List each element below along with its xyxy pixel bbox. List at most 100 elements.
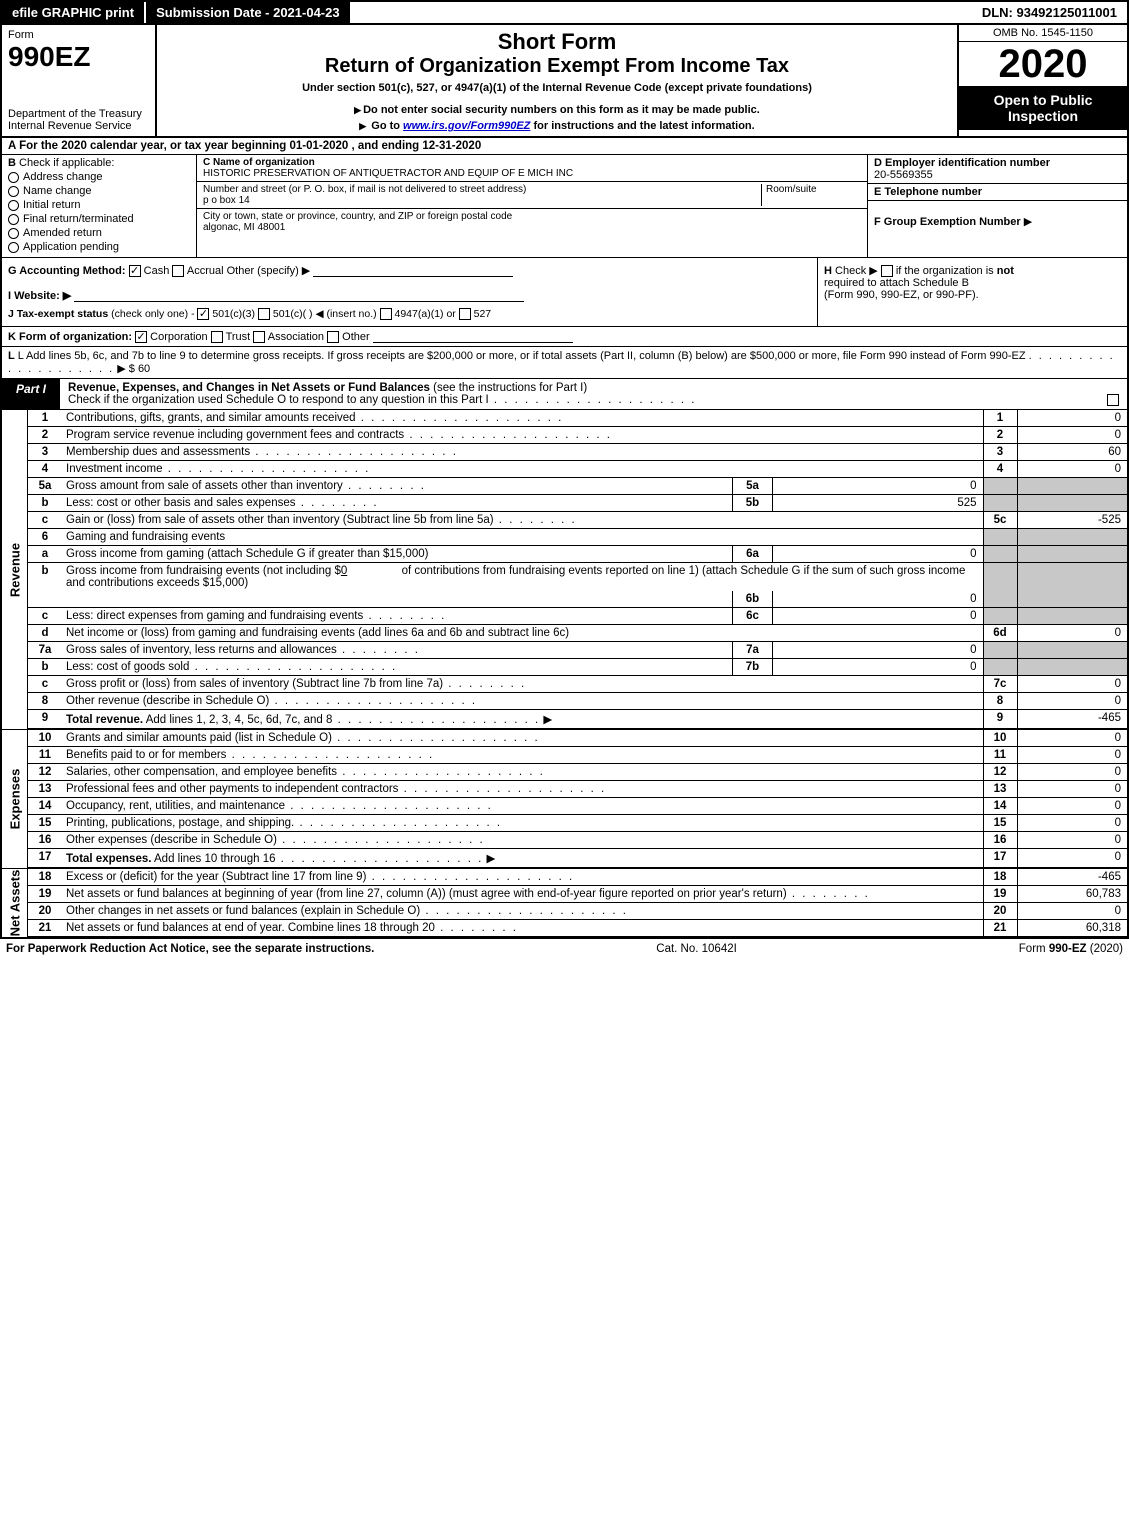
line-15-value: 0 (1017, 815, 1127, 832)
line-6d-value: 0 (1017, 625, 1127, 642)
line-5a: 5aGross amount from sale of assets other… (28, 478, 1127, 495)
line-18: 18Excess or (deficit) for the year (Subt… (28, 869, 1127, 886)
line-3: 3Membership dues and assessments360 (28, 444, 1127, 461)
chk-address-change[interactable]: Address change (8, 171, 190, 183)
l-line: L L Add lines 5b, 6c, and 7b to line 9 t… (2, 347, 1127, 379)
line-6b-box: 6b0 (28, 591, 1127, 608)
net-assets-section: Net Assets 18Excess or (deficit) for the… (2, 869, 1127, 937)
line-20: 20Other changes in net assets or fund ba… (28, 903, 1127, 920)
chk-amended-return[interactable]: Amended return (8, 227, 190, 239)
group-exemption-arrow: ▶ (1024, 216, 1032, 228)
gh-section: G Accounting Method: Cash Accrual Other … (2, 258, 1127, 327)
line-1-value: 0 (1017, 410, 1127, 427)
line-13: 13Professional fees and other payments t… (28, 781, 1127, 798)
tax-period-row: A For the 2020 calendar year, or tax yea… (2, 138, 1127, 155)
irs-link[interactable]: www.irs.gov/Form990EZ (403, 120, 530, 132)
form-word: Form (8, 29, 149, 41)
tax-year: 2020 (959, 42, 1127, 86)
chk-accrual[interactable] (172, 265, 184, 277)
form-subtitle: Under section 501(c), 527, or 4947(a)(1)… (165, 82, 949, 94)
room-label: Room/suite (766, 184, 861, 195)
info-section: B Check if applicable: Address change Na… (2, 155, 1127, 258)
chk-name-change[interactable]: Name change (8, 185, 190, 197)
address: p o box 14 (203, 195, 761, 206)
line-4-value: 0 (1017, 461, 1127, 478)
chk-schedule-o-part1[interactable] (1107, 394, 1119, 406)
line-19-value: 60,783 (1017, 886, 1127, 903)
other-specify-input[interactable] (313, 264, 513, 277)
chk-corporation[interactable] (135, 331, 147, 343)
chk-other[interactable] (327, 331, 339, 343)
line-7b: bLess: cost of goods sold7b0 (28, 659, 1127, 676)
goto-post: for instructions and the latest informat… (533, 120, 754, 132)
line-11: 11Benefits paid to or for members110 (28, 747, 1127, 764)
gross-receipts-amount: ▶ $ 60 (117, 363, 150, 375)
line-5c-value: -525 (1017, 512, 1127, 529)
line-13-value: 0 (1017, 781, 1127, 798)
website-input[interactable] (74, 289, 524, 302)
box-def: D Employer identification number 20-5569… (867, 155, 1127, 257)
form-title-2: Return of Organization Exempt From Incom… (165, 55, 949, 78)
chk-final-return[interactable]: Final return/terminated (8, 213, 190, 225)
g-section: G Accounting Method: Cash Accrual Other … (2, 258, 817, 326)
chk-527[interactable] (459, 308, 471, 320)
line-7b-value: 0 (773, 659, 983, 675)
other-org-input[interactable] (373, 330, 573, 343)
chk-4947[interactable] (380, 308, 392, 320)
line-5b-value: 525 (773, 495, 983, 511)
org-name: HISTORIC PRESERVATION OF ANTIQUETRACTOR … (203, 168, 861, 179)
j-label: J Tax-exempt status (8, 308, 108, 320)
k-line: K Form of organization: Corporation Trus… (2, 327, 1127, 347)
top-bar: efile GRAPHIC print Submission Date - 20… (2, 2, 1127, 25)
submission-date-button[interactable]: Submission Date - 2021-04-23 (146, 2, 350, 23)
line-19: 19Net assets or fund balances at beginni… (28, 886, 1127, 903)
pra-notice: For Paperwork Reduction Act Notice, see … (6, 943, 374, 955)
efile-print-button[interactable]: efile GRAPHIC print (2, 2, 146, 23)
omb-number: OMB No. 1545-1150 (959, 25, 1127, 42)
chk-schedule-b[interactable] (881, 265, 893, 277)
chk-501c3[interactable] (197, 308, 209, 320)
box-c: C Name of organization HISTORIC PRESERVA… (197, 155, 867, 257)
line-1: 1Contributions, gifts, grants, and simil… (28, 410, 1127, 427)
group-exemption-label: F Group Exemption Number (874, 216, 1021, 228)
chk-application-pending[interactable]: Application pending (8, 241, 190, 253)
goto-pre: Go to (371, 120, 403, 132)
part1-header: Part I Revenue, Expenses, and Changes in… (2, 379, 1127, 410)
form-990ez-page: efile GRAPHIC print Submission Date - 20… (0, 0, 1129, 939)
line-7a: 7aGross sales of inventory, less returns… (28, 642, 1127, 659)
line-18-value: -465 (1017, 869, 1127, 886)
dln-label: DLN: 93492125011001 (972, 2, 1127, 23)
line-10-value: 0 (1017, 730, 1127, 747)
city-label: City or town, state or province, country… (203, 211, 861, 222)
line-9: 9Total revenue. Add lines 1, 2, 3, 4, 5c… (28, 710, 1127, 729)
revenue-table: 1Contributions, gifts, grants, and simil… (28, 410, 1127, 729)
line-3-value: 60 (1017, 444, 1127, 461)
line-6b-value: 0 (773, 591, 983, 607)
goto-line: Go to www.irs.gov/Form990EZ for instruct… (165, 120, 949, 132)
line-5c: cGain or (loss) from sale of assets othe… (28, 512, 1127, 529)
line-12: 12Salaries, other compensation, and empl… (28, 764, 1127, 781)
form-number: 990EZ (8, 41, 149, 73)
irs-label: Internal Revenue Service (8, 120, 149, 132)
line-4: 4Investment income40 (28, 461, 1127, 478)
chk-trust[interactable] (211, 331, 223, 343)
line-6d: dNet income or (loss) from gaming and fu… (28, 625, 1127, 642)
phone-label: E Telephone number (874, 186, 1121, 198)
chk-association[interactable] (253, 331, 265, 343)
box-b-label: Check if applicable: (19, 157, 114, 169)
chk-cash[interactable] (129, 265, 141, 277)
line-6a-value: 0 (773, 546, 983, 562)
page-footer: For Paperwork Reduction Act Notice, see … (0, 939, 1129, 959)
expenses-table: 10Grants and similar amounts paid (list … (28, 730, 1127, 868)
ssn-warning: Do not enter social security numbers on … (165, 104, 949, 116)
line-20-value: 0 (1017, 903, 1127, 920)
header-middle: Short Form Return of Organization Exempt… (157, 25, 957, 136)
line-17: 17Total expenses. Add lines 10 through 1… (28, 849, 1127, 868)
line-21: 21Net assets or fund balances at end of … (28, 920, 1127, 937)
ein-value: 20-5569355 (874, 169, 1121, 181)
g-label: G Accounting Method: (8, 265, 126, 277)
box-b: B Check if applicable: Address change Na… (2, 155, 197, 257)
chk-initial-return[interactable]: Initial return (8, 199, 190, 211)
chk-501c[interactable] (258, 308, 270, 320)
address-label: Number and street (or P. O. box, if mail… (203, 184, 761, 195)
